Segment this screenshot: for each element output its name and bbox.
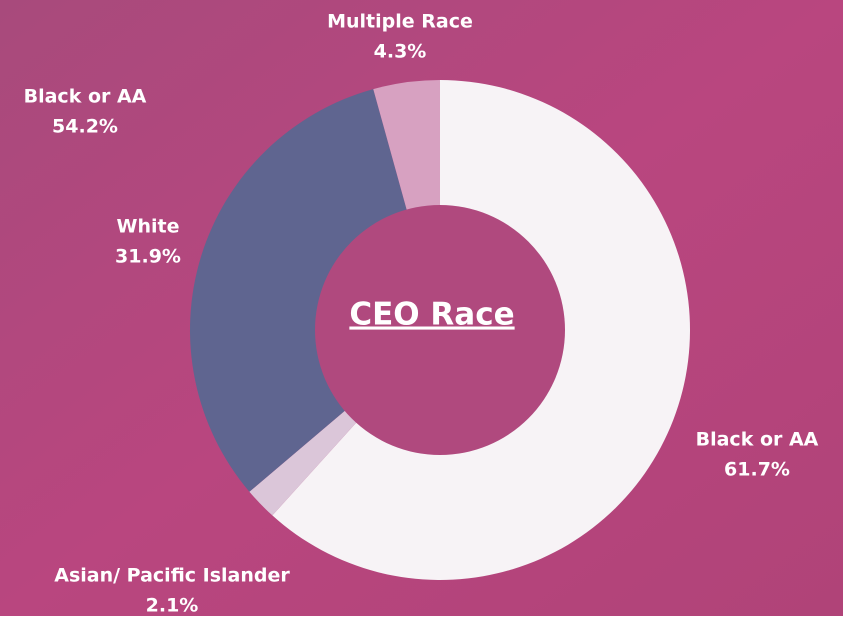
value-label: 31.9% xyxy=(115,246,181,268)
value-label: 4.3% xyxy=(374,41,427,63)
slice-label: Asian/ Pacific Islander xyxy=(54,565,290,587)
slice-label: White xyxy=(117,216,180,238)
slice xyxy=(190,89,440,492)
value-label: 2.1% xyxy=(146,595,199,617)
chart-title: CEO Race xyxy=(349,297,514,333)
slice-label: Black or AA xyxy=(696,429,819,451)
value-label: 61.7% xyxy=(724,459,790,481)
annotation: 54.2% xyxy=(52,116,118,138)
annotation: Black or AA xyxy=(24,86,147,108)
donut-hole xyxy=(315,205,565,455)
slice-label: Multiple Race xyxy=(327,11,473,33)
